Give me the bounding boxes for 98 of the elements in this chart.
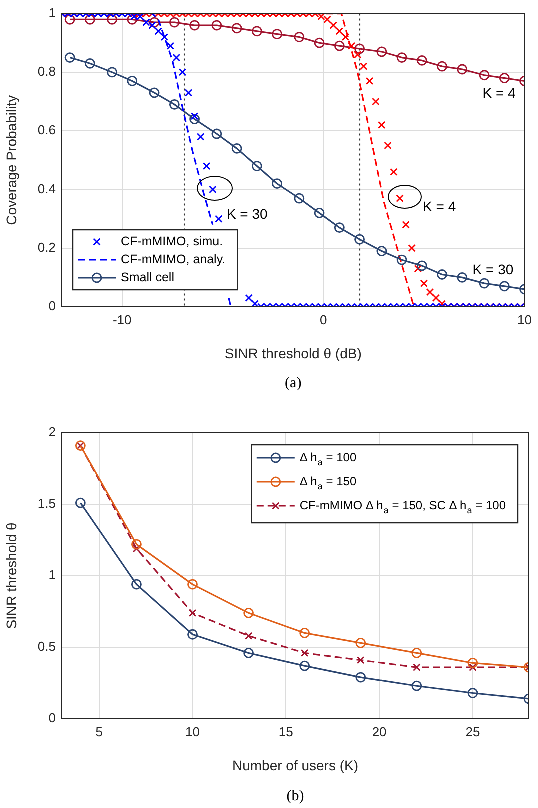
point <box>244 632 253 640</box>
y-tick-label: 0.8 <box>38 64 56 80</box>
point <box>314 38 325 48</box>
point <box>376 246 388 256</box>
point <box>64 14 76 25</box>
point <box>212 20 222 31</box>
point <box>149 88 160 98</box>
y-axis-title: SINR threshold θ <box>3 522 20 630</box>
point <box>188 579 198 590</box>
point <box>469 664 477 672</box>
point <box>188 629 198 640</box>
point <box>416 56 428 66</box>
x-axis-title: Number of users (K) <box>232 757 359 774</box>
annotation: K = 4 <box>482 85 516 102</box>
point <box>314 208 325 218</box>
point <box>354 234 365 245</box>
y-tick-label: 2 <box>48 424 56 440</box>
point <box>84 58 96 69</box>
legend-label: CF-mMIMO, analy. <box>121 252 226 266</box>
point <box>190 114 200 125</box>
point <box>212 128 222 140</box>
point <box>300 649 309 658</box>
point <box>272 29 282 40</box>
point <box>356 672 366 683</box>
point <box>457 272 468 283</box>
y-tick-label: 1 <box>48 5 56 20</box>
point <box>300 628 310 638</box>
y-tick-label: 0.4 <box>38 181 56 196</box>
point <box>244 648 254 658</box>
point <box>107 14 118 25</box>
x-tick-label: 10 <box>518 312 532 328</box>
point <box>149 17 160 28</box>
point <box>272 178 282 190</box>
point <box>188 609 197 618</box>
point <box>169 17 180 28</box>
point <box>132 539 142 550</box>
point <box>232 143 242 154</box>
point <box>190 20 200 31</box>
point <box>252 161 262 172</box>
x-tick-label: 10 <box>186 724 200 740</box>
x-tick-label: -10 <box>112 312 132 328</box>
x-tick-label: 15 <box>278 724 294 740</box>
point <box>294 32 305 42</box>
point <box>132 579 142 590</box>
annotation: K = 4 <box>423 198 456 214</box>
point <box>396 52 408 63</box>
annotation: K = 30 <box>226 206 268 222</box>
point <box>413 664 421 672</box>
point <box>356 638 366 648</box>
x-tick-label: 25 <box>466 724 480 740</box>
point <box>127 76 138 86</box>
legend-label: Small cell <box>121 270 174 284</box>
point <box>499 73 510 84</box>
y-axis-title: Coverage Probability <box>3 95 20 226</box>
y-tick-label: 0 <box>48 710 56 726</box>
y-tick-label: 0 <box>48 298 56 314</box>
point <box>416 260 428 272</box>
y-tick-label: 0.2 <box>38 240 56 255</box>
point <box>132 544 141 553</box>
text: (a) <box>285 375 302 392</box>
y-tick-label: 1.5 <box>38 496 56 512</box>
x-axis-title: SINR threshold θ (dB) <box>224 345 362 362</box>
annotation: K = 30 <box>472 261 514 278</box>
x-tick-label: 20 <box>372 724 387 740</box>
point <box>412 680 422 692</box>
y-tick-label: 0.5 <box>38 639 56 654</box>
point <box>468 658 478 668</box>
point <box>244 608 254 618</box>
point <box>232 23 242 34</box>
point <box>127 14 138 25</box>
point <box>300 660 310 672</box>
point <box>64 52 76 63</box>
point <box>334 222 345 234</box>
point <box>84 14 96 25</box>
x-tick-label: 0 <box>320 312 328 328</box>
y-tick-label: 0.6 <box>38 122 56 138</box>
point <box>334 40 345 52</box>
point <box>75 498 86 508</box>
point <box>479 70 490 81</box>
x-tick-label: 5 <box>96 724 103 740</box>
point <box>468 688 478 698</box>
point <box>252 26 262 37</box>
text: (b) <box>286 788 304 804</box>
point <box>437 61 448 72</box>
point <box>169 99 180 110</box>
point <box>437 270 448 280</box>
point <box>499 281 510 292</box>
point <box>457 64 468 75</box>
y-tick-label: 1 <box>48 568 56 583</box>
point <box>294 193 305 204</box>
point <box>396 254 408 266</box>
legend-label: CF-mMIMO, simu. <box>121 234 224 248</box>
point <box>479 278 490 289</box>
point <box>376 46 388 58</box>
point <box>107 67 118 78</box>
point <box>357 656 365 664</box>
point <box>412 648 422 658</box>
point <box>354 44 365 54</box>
